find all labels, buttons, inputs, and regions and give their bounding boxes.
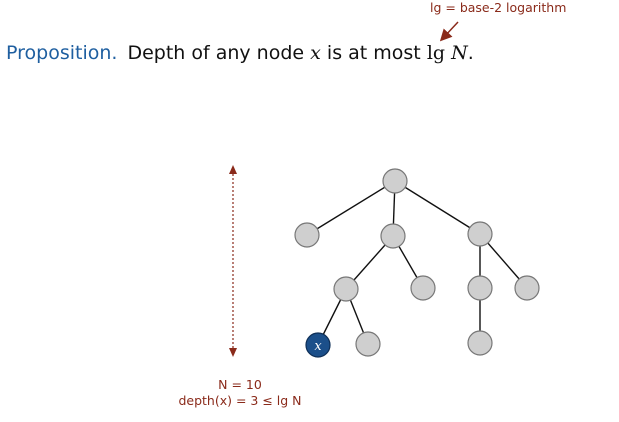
caption-depth-bound: depth(x) = 3 ≤ lg N: [178, 393, 302, 408]
tree-node: [467, 275, 493, 301]
lg-definition-note: lg = base-2 logarithm: [430, 0, 567, 15]
tree-node: [380, 223, 406, 249]
tree-node: [467, 221, 493, 247]
lg-symbol: lg: [426, 42, 446, 64]
proposition-text-middle: is at most: [326, 42, 421, 64]
tree-node: [333, 276, 359, 302]
annotation-arrow: [439, 21, 459, 42]
caption-node-count: N = 10: [218, 377, 262, 392]
variable-x: x: [310, 42, 321, 64]
tree-node: [467, 330, 493, 356]
tree-node: [294, 222, 320, 248]
tree-edges: [306, 180, 528, 346]
proposition-label: Proposition.: [6, 42, 118, 64]
tree-node: [355, 331, 381, 357]
proposition-period: .: [467, 42, 474, 64]
highlighted-node-label: x: [314, 339, 322, 354]
edge: [394, 180, 481, 235]
tree-nodes: [294, 168, 540, 357]
depth-arrow: [229, 165, 237, 357]
tree-node: [410, 275, 436, 301]
proposition-statement: Proposition. Depth of any node x is at mo…: [6, 42, 474, 64]
tree-node-root: [382, 168, 408, 194]
highlighted-node-x: x: [305, 332, 331, 358]
variable-n: N: [451, 42, 468, 64]
edge: [306, 180, 396, 236]
proposition-text-before: Depth of any node: [127, 42, 305, 64]
tree-node: [514, 275, 540, 301]
